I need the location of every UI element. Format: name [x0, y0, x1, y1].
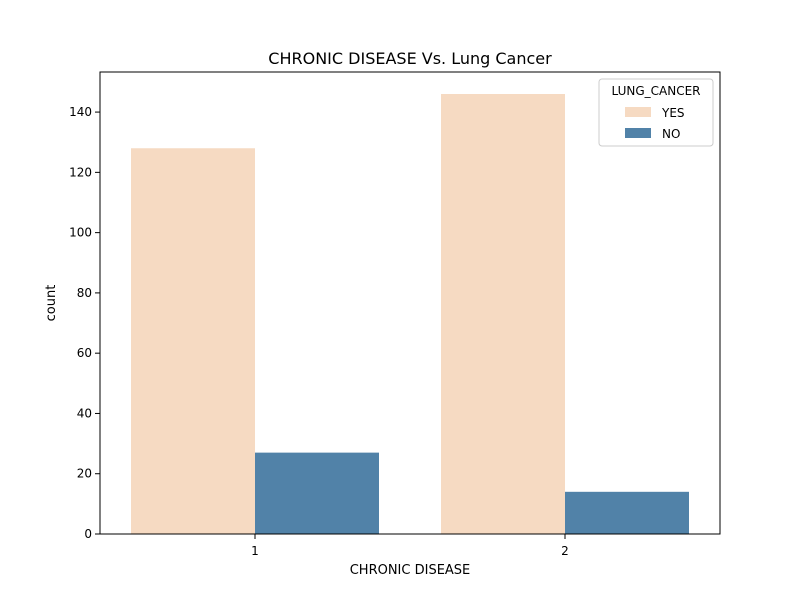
y-tick-label-120: 120 [69, 165, 92, 179]
legend-label-yes: YES [661, 106, 685, 120]
y-axis-label: count [44, 285, 59, 322]
x-axis-label: CHRONIC DISEASE [350, 563, 471, 578]
y-tick-label-40: 40 [77, 406, 92, 420]
legend: LUNG_CANCER YES NO [598, 78, 714, 147]
y-tick-label-80: 80 [77, 286, 92, 300]
y-tick-label-20: 20 [77, 467, 92, 481]
bar-no-2 [565, 491, 689, 534]
y-tick-label-140: 140 [69, 105, 92, 119]
y-axis-ticks: 0 20 40 60 80 100 120 140 [69, 105, 100, 541]
y-tick-label-60: 60 [77, 346, 92, 360]
y-tick-label-100: 100 [69, 226, 92, 240]
y-tick-label-0: 0 [84, 527, 92, 541]
plot-frame [99, 71, 721, 535]
chart-title: CHRONIC DISEASE Vs. Lung Cancer [268, 49, 552, 68]
legend-label-no: NO [662, 127, 680, 141]
bar-no-1 [255, 452, 379, 534]
x-tick-label-2: 2 [561, 544, 569, 558]
bar-yes-2 [441, 94, 565, 534]
legend-title: LUNG_CANCER [611, 84, 700, 98]
bar-yes-1 [131, 148, 255, 534]
legend-swatch-yes [625, 107, 651, 117]
bars-group [131, 94, 689, 534]
legend-swatch-no [625, 128, 651, 138]
x-tick-label-1: 1 [251, 544, 259, 558]
